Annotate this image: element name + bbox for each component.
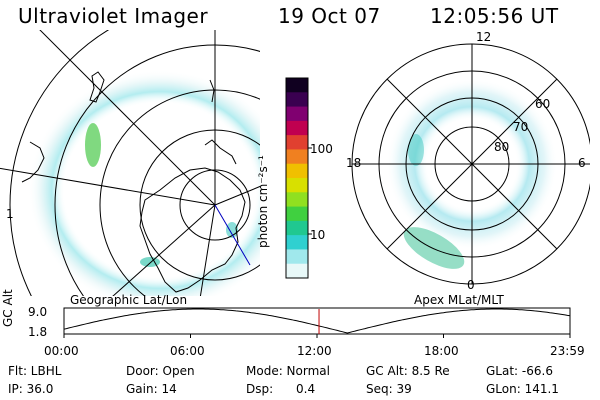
emission-spot [403, 227, 465, 269]
xtick-1800: 18:00 [424, 344, 459, 358]
altitude-axis-label: GC Alt [1, 289, 15, 327]
colorbar-cell [286, 178, 308, 193]
xtick-0600: 06:00 [170, 344, 205, 358]
mlt-12-label: 12 [476, 30, 492, 44]
emission-spot [408, 134, 424, 166]
colorbar-cell [286, 235, 308, 250]
mlt-6-label: 6 [578, 156, 586, 170]
xtick-1200: 12:00 [297, 344, 332, 358]
mlat-80-label: 80 [494, 140, 510, 154]
door-info: Door: Open [126, 364, 195, 378]
colorbar-cell [286, 92, 308, 108]
dsp-value: 0.4 [296, 382, 316, 396]
apex-polar-plot [351, 43, 590, 285]
colorbar [285, 77, 312, 279]
apex-label: Apex MLat/MLT [414, 293, 504, 307]
colorbar-cell [286, 192, 308, 208]
colorbar-tick-100: 100 [310, 142, 333, 156]
mlt-18-label: 18 [346, 156, 362, 170]
altitude-ymax: 9.0 [28, 305, 48, 319]
altitude-ymin: 1.8 [28, 325, 48, 339]
geo-edge-label: 1 [6, 207, 14, 221]
instrument-title: Ultraviolet Imager [18, 4, 209, 28]
geographic-map [0, 30, 260, 296]
satellite-track [214, 204, 251, 266]
altitude-curve [63, 308, 571, 334]
date-text: 19 Oct 07 [278, 4, 381, 28]
colorbar-cell [286, 163, 308, 179]
seq-info: Seq: 39 [366, 382, 412, 396]
colorbar-tick-10: 10 [310, 228, 326, 242]
auroral-oval [28, 70, 260, 296]
xtick-0000: 00:00 [44, 344, 79, 358]
emission-spot [140, 257, 160, 267]
colorbar-cell [286, 78, 308, 93]
colorbar-cell [286, 263, 308, 279]
altitude-plot [63, 307, 571, 338]
filter-info: Flt: LBHL [8, 364, 62, 378]
mlt-0-label: 0 [467, 278, 475, 292]
xtick-2359: 23:59 [550, 344, 585, 358]
colorbar-cell [286, 206, 308, 222]
mlat-60-label: 60 [535, 97, 551, 111]
colorbar-cell [286, 106, 308, 122]
emission-spot [85, 123, 101, 167]
mode-info: Mode: Normal [246, 364, 330, 378]
glat-info: GLat: -66.6 [486, 364, 553, 378]
glon-info: GLon: 141.1 [486, 382, 559, 396]
colorbar-cell [286, 249, 308, 265]
gc-alt-info: GC Alt: 8.5 Re [366, 364, 450, 378]
colorbar-cell [286, 149, 308, 165]
ip-info: IP: 36.0 [8, 382, 54, 396]
gain-info: Gain: 14 [126, 382, 177, 396]
geographic-label: Geographic Lat/Lon [70, 293, 188, 307]
dsp-label: Dsp: [246, 382, 274, 396]
mlat-70-label: 70 [513, 120, 529, 134]
colorbar-unit-label: photon cm⁻²s⁻¹ [256, 155, 270, 248]
colorbar-cell [286, 120, 308, 136]
colorbar-cell [286, 135, 308, 150]
time-text: 12:05:56 UT [430, 4, 559, 28]
colorbar-cell [286, 220, 308, 236]
